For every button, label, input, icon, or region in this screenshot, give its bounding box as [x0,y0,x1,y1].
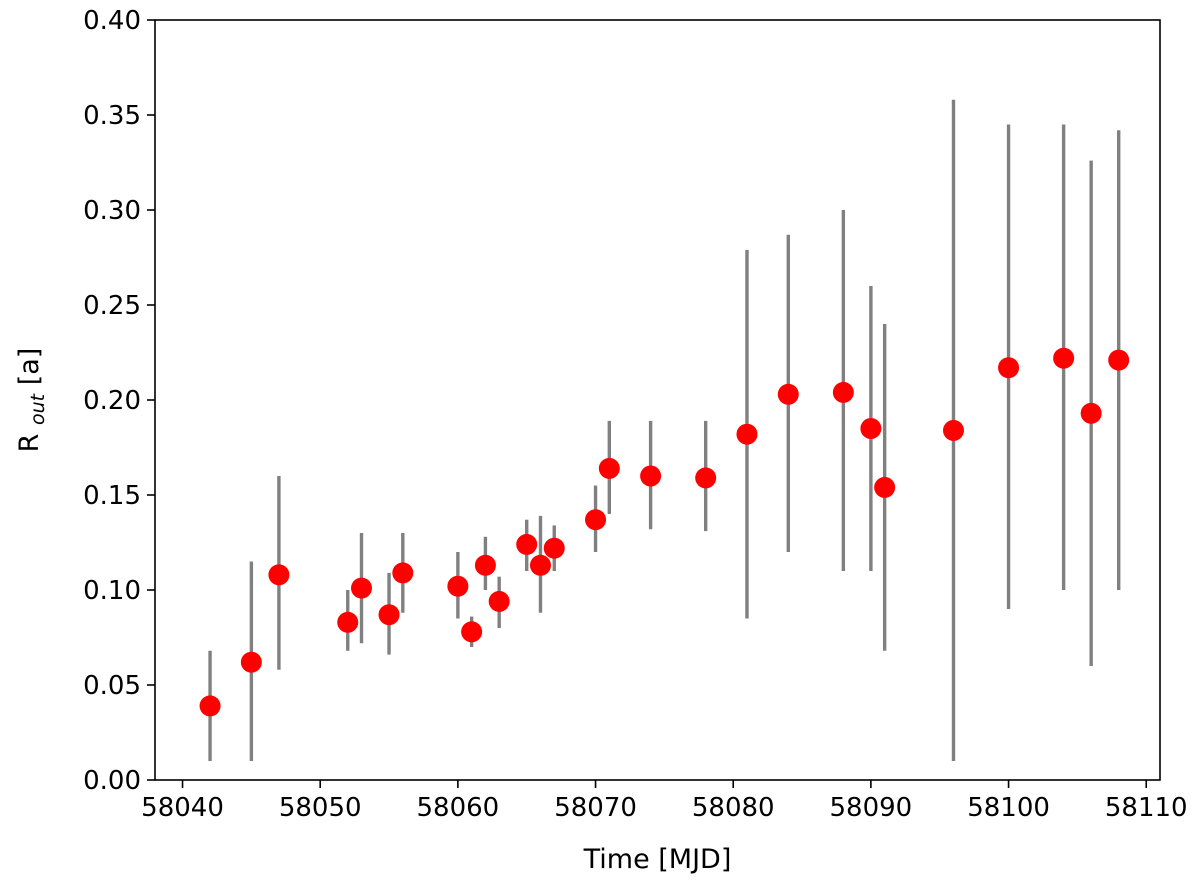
y-tick-label: 0.25 [83,291,141,321]
data-point [337,611,359,633]
data-point [736,423,758,445]
data-point [488,590,510,612]
data-point [529,554,551,576]
data-point [199,695,221,717]
y-tick-label: 0.15 [83,481,141,511]
data-point [874,476,896,498]
y-tick-label: 0.05 [83,671,141,701]
data-point [543,537,565,559]
data-point [1080,402,1102,424]
x-tick-label: 58090 [830,793,913,823]
data-point [461,621,483,643]
marker-layer [199,347,1130,717]
errorbar-layer [208,99,1121,761]
data-point [598,457,620,479]
x-tick-label: 58050 [279,793,362,823]
x-tick-label: 58100 [967,793,1050,823]
data-point [351,577,373,599]
x-tick-label: 58070 [554,793,637,823]
y-tick-label: 0.10 [83,576,141,606]
data-point [942,419,964,441]
y-tick-label: 0.40 [83,6,141,36]
data-point [447,575,469,597]
x-axis-title: Time [MJD] [583,844,732,875]
data-point [640,465,662,487]
data-point [777,383,799,405]
data-point [860,418,882,439]
y-axis-title-subscript: out [27,392,49,425]
y-axis-title-unit: [a] [14,348,45,386]
y-tick-label: 0.30 [83,196,141,226]
data-point [1108,349,1130,371]
data-point [1053,347,1075,369]
data-point [585,509,607,531]
data-point [268,564,290,586]
x-tick-label: 58110 [1105,793,1188,823]
data-point [516,533,538,555]
data-point [240,651,262,673]
data-point [832,381,854,403]
y-axis-title: R out [a] [14,348,51,453]
data-point [392,562,414,584]
x-tick-label: 58040 [141,793,224,823]
data-point [998,357,1020,379]
data-point [378,604,400,626]
x-tick-label: 58060 [417,793,500,823]
x-tick-label: 58080 [692,793,775,823]
data-point [695,467,717,489]
y-axis-title-main: R [14,434,45,453]
data-point [474,554,496,576]
y-axis: 0.00 0.05 0.10 0.15 0.20 0.25 0.30 0.35 0.40 [83,6,155,796]
y-tick-label: 0.00 [83,766,141,796]
x-axis: 58040 58050 58060 58070 58080 58090 58100 58110 [141,780,1188,823]
y-tick-label: 0.20 [83,386,141,416]
y-tick-label: 0.35 [83,101,141,131]
